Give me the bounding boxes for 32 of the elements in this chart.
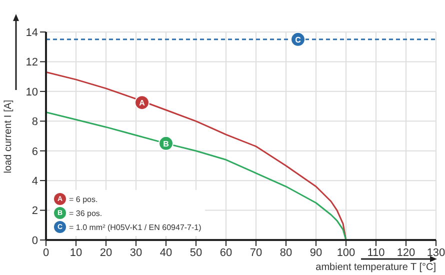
y-tick-label: 10 — [26, 86, 38, 98]
line-series — [46, 111, 347, 240]
y-tick-label: 12 — [26, 56, 38, 69]
x-tick-label: 50 — [190, 246, 202, 259]
y-tick-label: 8 — [32, 116, 38, 128]
y-tick-label: 14 — [26, 26, 38, 39]
y-tick-label: 6 — [32, 146, 38, 158]
y-tick-label: 4 — [32, 175, 38, 188]
x-tick-label: 20 — [100, 246, 112, 259]
x-tick-label: 130 — [426, 246, 445, 259]
annotation: C — [295, 35, 302, 44]
x-tick-label: 110 — [367, 246, 385, 259]
x-tick-label: 30 — [130, 246, 142, 259]
annotation: A — [139, 98, 146, 108]
y-tick-label: 2 — [32, 205, 38, 218]
x-tick-label: 40 — [160, 246, 172, 259]
annotation: B — [163, 139, 170, 148]
legend-label: = 6 pos. — [69, 194, 98, 204]
x-tick-label: 100 — [336, 246, 356, 259]
x-tick-label: 90 — [310, 246, 322, 259]
x-tick-label: 70 — [250, 246, 262, 259]
x-tick-label: 80 — [280, 246, 292, 259]
y-axis-title: load current I [A] — [4, 99, 14, 173]
x-tick-label: 60 — [220, 246, 232, 259]
x-axis-title: ambient temperature T [°C] — [316, 262, 436, 273]
legend-label: = 1.0 mm² (H05V-K1 / EN 60947-7-1) — [69, 222, 202, 232]
y-tick-label: 0 — [32, 234, 38, 247]
legend-label: = 36 pos. — [69, 208, 102, 218]
line-series — [46, 71, 347, 240]
x-tick-label: 120 — [396, 246, 416, 259]
x-tick-label: 10 — [70, 246, 82, 259]
x-tick-label: 0 — [42, 246, 50, 259]
